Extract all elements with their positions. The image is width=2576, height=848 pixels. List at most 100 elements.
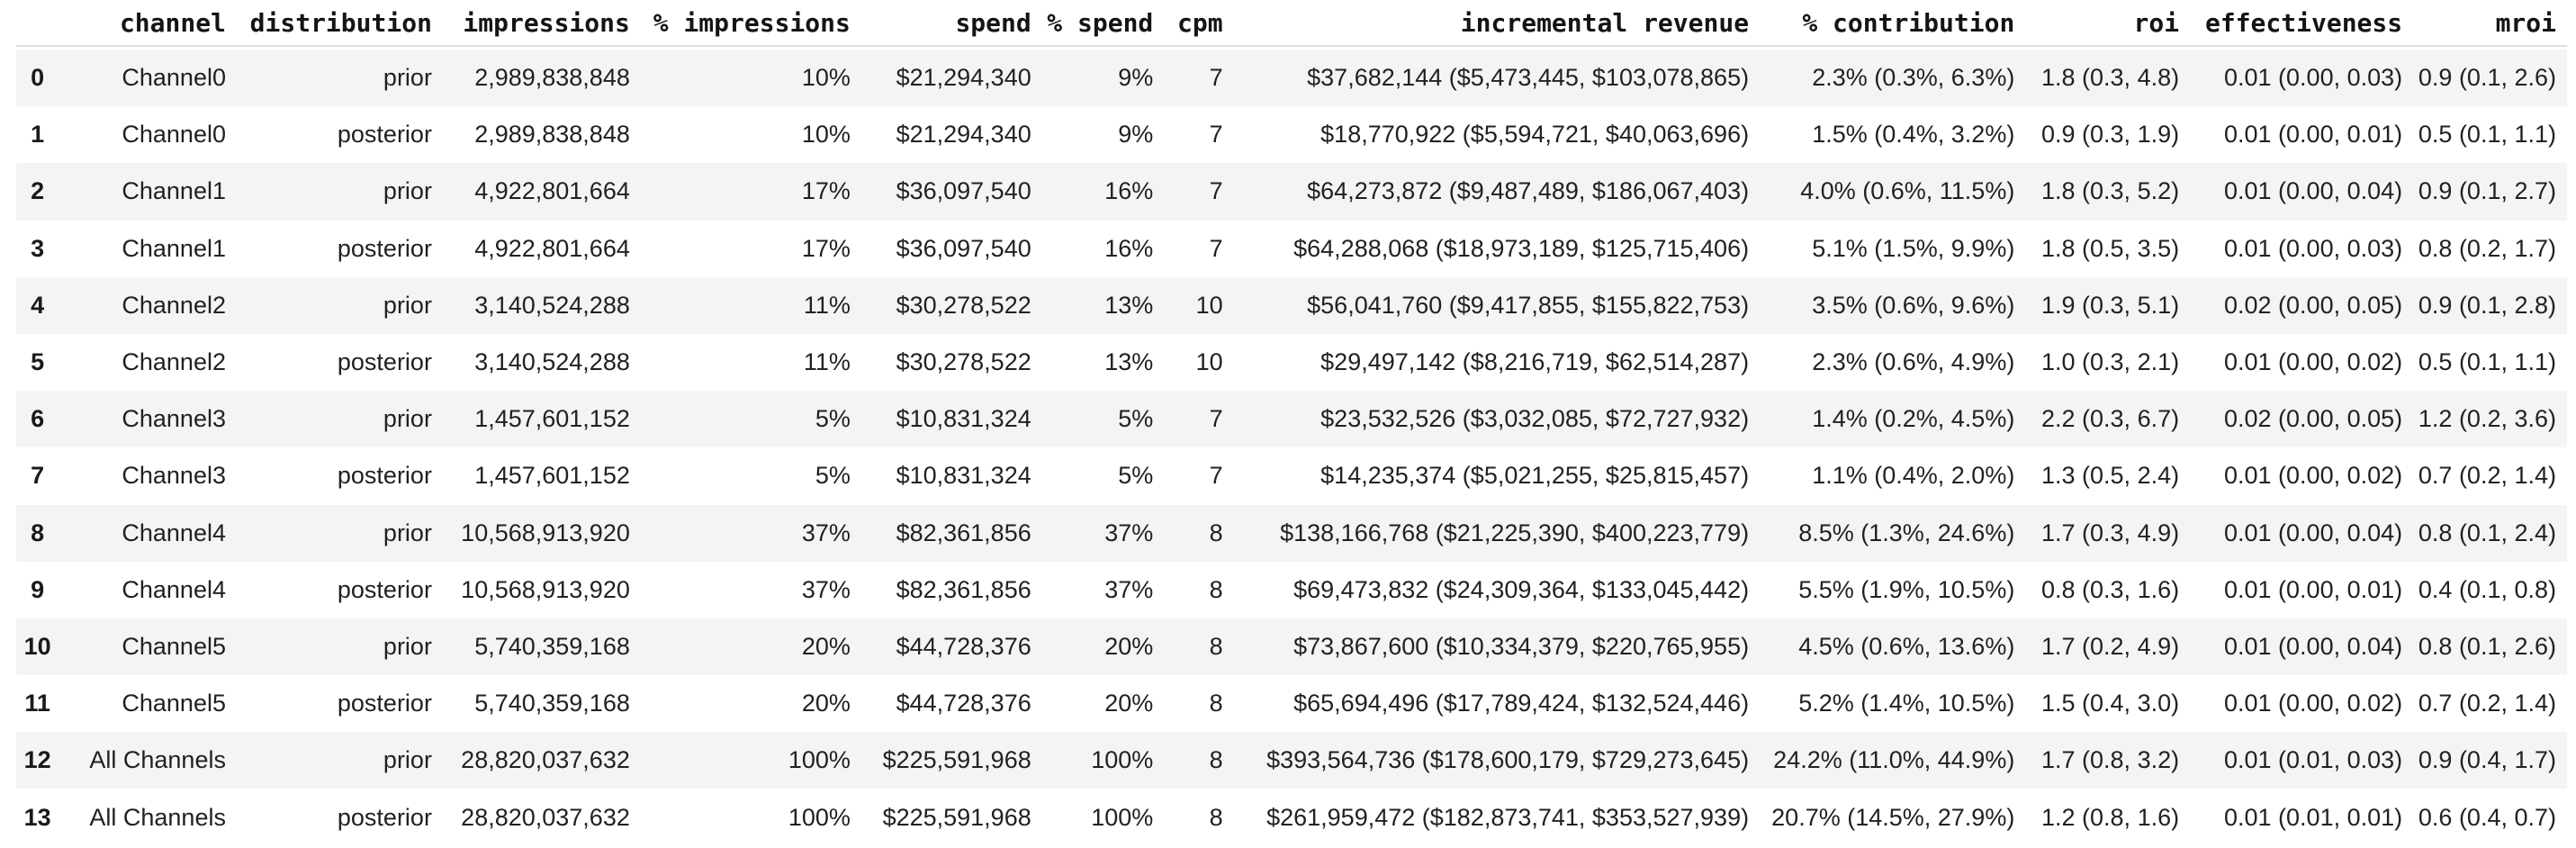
cell-spend: 20% — [1104, 632, 1154, 660]
table-row: 4 Channel2 prior 3,140,524,288 11% $30,278,52… — [16, 276, 2567, 334]
cell-effectiveness: 0.01 (0.00, 0.01) — [2224, 575, 2403, 603]
cell-spend: $225,591,968 — [882, 803, 1031, 831]
cell-impressions: 1,457,601,152 — [474, 462, 630, 490]
column-header-incremental-revenue: incremental revenue — [1222, 0, 1750, 47]
table-row: 12 All Channels prior 28,820,037,632 100% $22… — [16, 732, 2567, 789]
cell-roi: 1.7 (0.2, 4.9) — [2041, 632, 2180, 660]
cell-impressions: 5,740,359,168 — [474, 690, 630, 717]
column-header-channel: channel — [59, 0, 226, 47]
cell-incremental-revenue: $261,959,472 ($182,873,741, $353,527,939… — [1266, 803, 1750, 831]
row-index-cell: 1 — [31, 121, 45, 149]
cell-spend: $30,278,522 — [896, 291, 1031, 319]
cell-spend: 37% — [1104, 575, 1154, 603]
cell-incremental-revenue: $56,041,760 ($9,417,855, $155,822,753) — [1307, 291, 1750, 319]
row-index-cell: 13 — [23, 803, 51, 831]
column-header-impressions: % impressions — [629, 0, 851, 47]
cell-mroi: 0.6 (0.4, 0.7) — [2418, 803, 2556, 831]
row-index-cell: 5 — [31, 348, 45, 376]
cell-spend: $36,097,540 — [896, 234, 1031, 262]
cell-effectiveness: 0.01 (0.00, 0.02) — [2224, 690, 2403, 717]
cell-impressions: 10,568,913,920 — [461, 519, 630, 546]
cell-impressions: 3,140,524,288 — [474, 291, 630, 319]
cell-cpm: 10 — [1195, 348, 1223, 376]
cell-mroi: 0.4 (0.1, 0.8) — [2418, 575, 2556, 603]
cell-distribution: prior — [383, 519, 432, 546]
cell-distribution: prior — [383, 405, 432, 433]
cell-mroi: 0.8 (0.1, 2.4) — [2418, 519, 2556, 546]
cell-incremental-revenue: $73,867,600 ($10,334,379, $220,765,955) — [1293, 632, 1750, 660]
table-row: 8 Channel4 prior 10,568,913,920 37% $82,361,8… — [16, 504, 2567, 562]
cell-cpm: 7 — [1209, 177, 1223, 205]
cell-impressions: 3,140,524,288 — [474, 348, 630, 376]
cell-impressions: 4,922,801,664 — [474, 234, 630, 262]
cell-impressions: 1,457,601,152 — [474, 405, 630, 433]
cell-spend: $82,361,856 — [896, 575, 1031, 603]
cell-distribution: posterior — [337, 690, 432, 717]
cell-spend: $10,831,324 — [896, 405, 1031, 433]
cell-impressions: 100% — [788, 803, 851, 831]
cell-mroi: 0.5 (0.1, 1.1) — [2418, 121, 2556, 149]
column-header-spend: spend — [850, 0, 1031, 47]
cell-impressions: 28,820,037,632 — [461, 746, 630, 774]
cell-distribution: prior — [383, 177, 432, 205]
cell-incremental-revenue: $29,497,142 ($8,216,719, $62,514,287) — [1320, 348, 1750, 376]
cell-effectiveness: 0.01 (0.00, 0.02) — [2224, 462, 2403, 490]
cell-mroi: 1.2 (0.2, 3.6) — [2418, 405, 2556, 433]
cell-contribution: 24.2% (11.0%, 44.9%) — [1773, 746, 2015, 774]
cell-channel: Channel1 — [122, 234, 226, 262]
cell-impressions: 5% — [815, 462, 851, 490]
cell-impressions: 17% — [801, 177, 851, 205]
cell-contribution: 1.4% (0.2%, 4.5%) — [1812, 405, 2015, 433]
cell-contribution: 5.5% (1.9%, 10.5%) — [1798, 575, 2015, 603]
column-header-distribution: distribution — [225, 0, 432, 47]
cell-spend: $44,728,376 — [896, 690, 1031, 717]
table-row: 9 Channel4 posterior 10,568,913,920 37% $82,3… — [16, 561, 2567, 618]
column-header-contribution: % contribution — [1749, 0, 2015, 47]
column-header-effectiveness: effectiveness — [2179, 0, 2403, 47]
cell-roi: 1.8 (0.3, 5.2) — [2041, 177, 2180, 205]
cell-impressions: 5,740,359,168 — [474, 632, 630, 660]
cell-spend: 13% — [1104, 348, 1154, 376]
cell-effectiveness: 0.02 (0.00, 0.05) — [2224, 405, 2403, 433]
cell-channel: Channel1 — [122, 177, 226, 205]
cell-effectiveness: 0.01 (0.00, 0.04) — [2224, 632, 2403, 660]
cell-roi: 2.2 (0.3, 6.7) — [2041, 405, 2180, 433]
table-row: 7 Channel3 posterior 1,457,601,152 5% $10,831… — [16, 447, 2567, 505]
table-row: 13 All Channels posterior 28,820,037,632 100… — [16, 789, 2567, 846]
cell-contribution: 5.1% (1.5%, 9.9%) — [1812, 234, 2015, 262]
cell-impressions: 11% — [803, 348, 851, 376]
cell-channel: Channel5 — [122, 632, 226, 660]
cell-contribution: 2.3% (0.6%, 4.9%) — [1812, 348, 2015, 376]
cell-mroi: 0.9 (0.4, 1.7) — [2418, 746, 2556, 774]
cell-channel: Channel4 — [122, 519, 226, 546]
cell-impressions: 4,922,801,664 — [474, 177, 630, 205]
cell-impressions: 37% — [801, 519, 851, 546]
cell-contribution: 20.7% (14.5%, 27.9%) — [1771, 803, 2015, 831]
cell-roi: 1.5 (0.4, 3.0) — [2041, 690, 2180, 717]
cell-cpm: 8 — [1209, 632, 1223, 660]
cell-distribution: posterior — [337, 462, 432, 490]
cell-spend: 13% — [1104, 291, 1154, 319]
cell-roi: 1.3 (0.5, 2.4) — [2041, 462, 2180, 490]
cell-cpm: 7 — [1209, 234, 1223, 262]
cell-cpm: 8 — [1209, 803, 1223, 831]
row-index-cell: 0 — [31, 64, 45, 92]
cell-contribution: 8.5% (1.3%, 24.6%) — [1798, 519, 2015, 546]
cell-impressions: 11% — [803, 291, 851, 319]
cell-channel: Channel0 — [122, 121, 226, 149]
cell-mroi: 0.8 (0.2, 1.7) — [2418, 234, 2556, 262]
row-index-cell: 9 — [31, 575, 45, 603]
cell-contribution: 5.2% (1.4%, 10.5%) — [1798, 690, 2015, 717]
cell-impressions: 10% — [801, 64, 851, 92]
cell-channel: Channel3 — [122, 405, 226, 433]
row-index-cell: 8 — [31, 519, 45, 546]
cell-mroi: 0.7 (0.2, 1.4) — [2418, 690, 2556, 717]
cell-incremental-revenue: $64,273,872 ($9,487,489, $186,067,403) — [1307, 177, 1750, 205]
cell-effectiveness: 0.01 (0.00, 0.03) — [2224, 234, 2403, 262]
cell-spend: $225,591,968 — [882, 746, 1031, 774]
cell-spend: $30,278,522 — [896, 348, 1031, 376]
cell-spend: $44,728,376 — [896, 632, 1031, 660]
cell-impressions: 20% — [801, 632, 851, 660]
cell-effectiveness: 0.01 (0.00, 0.03) — [2224, 64, 2403, 92]
row-index-cell: 3 — [31, 234, 45, 262]
